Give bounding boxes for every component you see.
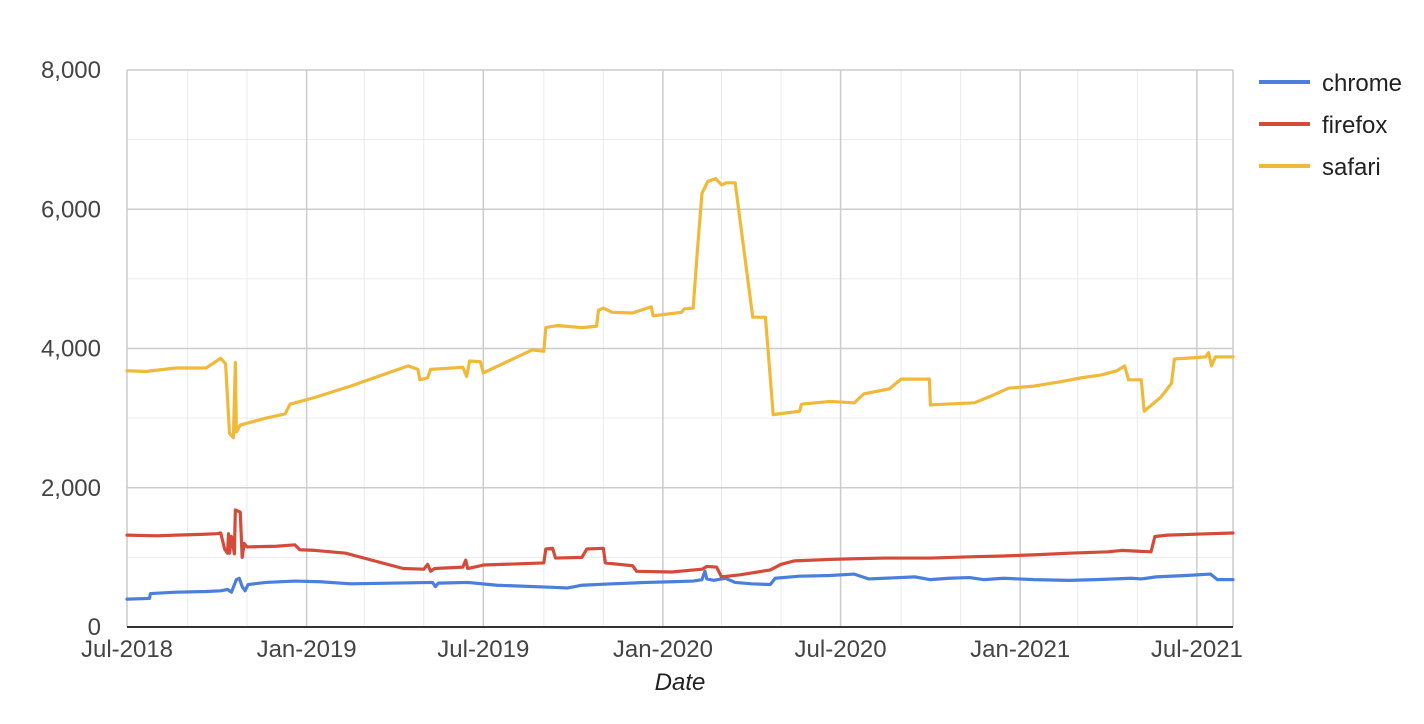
x-tick-label: Jul-2019	[437, 636, 529, 663]
x-tick-label: Jan-2019	[257, 636, 357, 663]
series-line-firefox	[125, 508, 1235, 579]
legend-label-safari: safari	[1322, 154, 1381, 181]
y-tick-label: 6,000	[41, 196, 101, 223]
grid-lines	[126, 69, 1234, 627]
series-line-chrome	[125, 569, 1235, 601]
x-tick-label: Jul-2021	[1151, 636, 1243, 663]
x-tick-label: Jul-2018	[81, 636, 173, 663]
x-tick-label: Jan-2021	[970, 636, 1070, 663]
y-tick-label: 2,000	[41, 475, 101, 502]
x-axis-title: Date	[655, 669, 706, 696]
series-line-safari	[125, 177, 1235, 440]
legend: chrome firefox safari	[1259, 70, 1402, 181]
y-tick-label: 8,000	[41, 57, 101, 84]
x-tick-label: Jul-2020	[795, 636, 887, 663]
y-tick-label: 0	[88, 614, 101, 641]
y-tick-label: 4,000	[41, 336, 101, 363]
axes: 0 2,000 4,000 6,000 8,000 Jul-2018 Jan-2019 Jul…	[41, 57, 1243, 663]
legend-label-firefox: firefox	[1322, 112, 1387, 139]
x-tick-label: Jan-2020	[613, 636, 713, 663]
legend-label-chrome: chrome	[1322, 70, 1402, 97]
series-lines	[125, 177, 1235, 601]
